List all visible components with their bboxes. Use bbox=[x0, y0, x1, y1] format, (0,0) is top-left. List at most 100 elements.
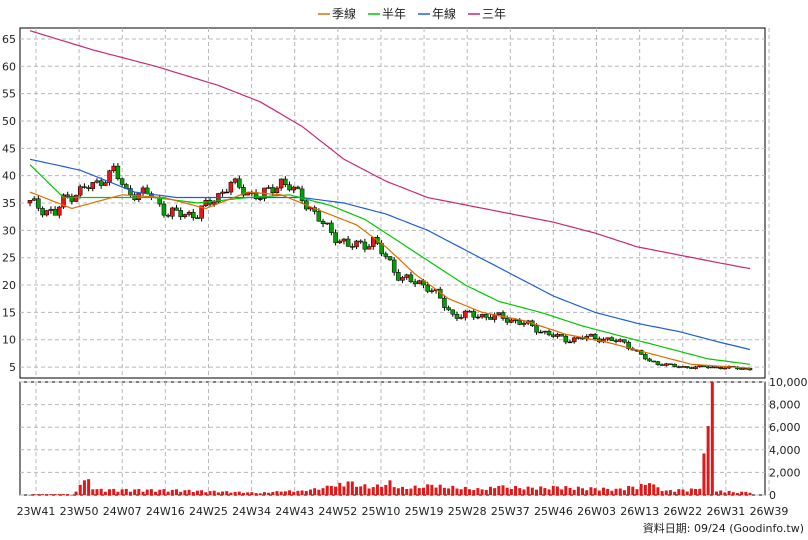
candlestick bbox=[174, 204, 179, 211]
data-date-credit: 資料日期: 09/24 (Goodinfo.tw) bbox=[643, 521, 804, 535]
quarterly-ma-line bbox=[29, 191, 751, 369]
candlestick bbox=[237, 175, 242, 190]
volume-bar bbox=[731, 492, 735, 495]
volume-bar bbox=[367, 488, 371, 495]
volume-bar bbox=[635, 489, 639, 495]
candlestick bbox=[391, 257, 397, 276]
volume-bar bbox=[539, 486, 543, 495]
volume-bar bbox=[735, 492, 739, 495]
volume-bar bbox=[363, 484, 367, 495]
candlestick bbox=[396, 269, 401, 282]
x-tick-label: 25W10 bbox=[362, 505, 401, 518]
x-tick-label: 24W52 bbox=[318, 505, 357, 518]
candlestick bbox=[299, 185, 305, 204]
candlestick bbox=[417, 279, 422, 285]
candlestick bbox=[387, 256, 393, 261]
volume-bar bbox=[133, 489, 137, 495]
candlestick bbox=[329, 220, 334, 236]
volume-bar bbox=[74, 491, 78, 495]
volume-bar bbox=[405, 489, 409, 495]
volume-bar bbox=[233, 491, 237, 495]
volume-bar bbox=[606, 488, 610, 495]
volume-bar bbox=[53, 494, 57, 495]
volume-bar bbox=[744, 491, 748, 495]
volume-bar bbox=[384, 484, 388, 495]
volume-bar bbox=[57, 494, 61, 495]
candlestick bbox=[27, 200, 33, 207]
volume-bar bbox=[526, 486, 530, 495]
volume-bar bbox=[359, 486, 363, 495]
candlestick bbox=[345, 236, 351, 247]
volume-bar bbox=[334, 486, 338, 495]
volume-bar bbox=[535, 489, 539, 495]
candlestick bbox=[383, 251, 389, 260]
candlestick bbox=[228, 180, 234, 196]
volume-bars bbox=[28, 382, 752, 496]
candlestick bbox=[82, 183, 87, 189]
price-tick-label: 45 bbox=[2, 142, 16, 155]
candlestick bbox=[563, 334, 569, 345]
volume-bar bbox=[204, 492, 208, 495]
volume-bar bbox=[501, 485, 505, 495]
volume-bar bbox=[187, 489, 191, 495]
volume-bar bbox=[447, 488, 451, 495]
candlestick bbox=[475, 314, 481, 320]
candlestick bbox=[747, 368, 753, 371]
volume-bar bbox=[660, 491, 664, 495]
candlestick bbox=[333, 229, 338, 246]
legend-label: 半年 bbox=[382, 7, 406, 21]
volume-bar bbox=[409, 488, 413, 495]
volume-bar bbox=[417, 488, 421, 495]
x-tick-label: 26W31 bbox=[706, 505, 745, 518]
volume-bar bbox=[455, 488, 459, 495]
volume-bar bbox=[32, 494, 36, 495]
volume-plot-frame bbox=[19, 381, 766, 496]
volume-bar bbox=[279, 491, 283, 495]
volume-tick-label: 8,000 bbox=[769, 399, 801, 412]
candlestick bbox=[655, 360, 661, 366]
x-tick-label: 24W07 bbox=[103, 505, 142, 518]
x-tick-label: 25W19 bbox=[405, 505, 444, 518]
volume-bar bbox=[103, 491, 107, 495]
volume-bar bbox=[547, 489, 551, 495]
volume-bar bbox=[618, 488, 622, 495]
volume-bar bbox=[45, 494, 49, 495]
volume-bar bbox=[258, 493, 262, 495]
candlestick bbox=[103, 180, 108, 187]
volume-bar bbox=[355, 486, 359, 495]
volume-bar bbox=[622, 490, 626, 495]
volume-bar bbox=[78, 484, 82, 495]
volume-bar bbox=[371, 487, 375, 495]
volume-bar bbox=[463, 486, 467, 495]
volume-tick-label: 10,000 bbox=[769, 376, 808, 389]
volume-bar bbox=[614, 488, 618, 495]
x-tick-label: 24W43 bbox=[275, 505, 314, 518]
volume-bar bbox=[518, 488, 522, 495]
candlestick bbox=[463, 309, 468, 321]
volume-bar bbox=[195, 490, 199, 495]
volume-bar bbox=[267, 492, 271, 495]
volume-bar bbox=[396, 488, 400, 495]
volume-bar bbox=[108, 489, 112, 495]
volume-bar bbox=[166, 491, 170, 495]
candlestick bbox=[626, 340, 631, 351]
volume-bar bbox=[694, 488, 698, 495]
volume-bar bbox=[66, 494, 70, 495]
volume-bar bbox=[288, 490, 292, 495]
volume-bar bbox=[329, 485, 333, 495]
volume-bar bbox=[472, 490, 476, 495]
volume-bar bbox=[572, 489, 576, 495]
price-tick-label: 15 bbox=[2, 306, 16, 319]
candlestick bbox=[320, 218, 326, 228]
volume-bar bbox=[237, 491, 241, 495]
volume-bar bbox=[149, 489, 153, 495]
volume-bar bbox=[639, 483, 643, 495]
volume-bar bbox=[426, 484, 430, 495]
candlestick bbox=[115, 163, 121, 181]
volume-bar bbox=[170, 489, 174, 495]
x-tick-label: 25W46 bbox=[534, 505, 573, 518]
x-tick-label: 26W22 bbox=[663, 505, 702, 518]
three-year-ma-line bbox=[29, 30, 751, 270]
volume-bar bbox=[505, 487, 509, 495]
volume-bar bbox=[41, 494, 45, 495]
